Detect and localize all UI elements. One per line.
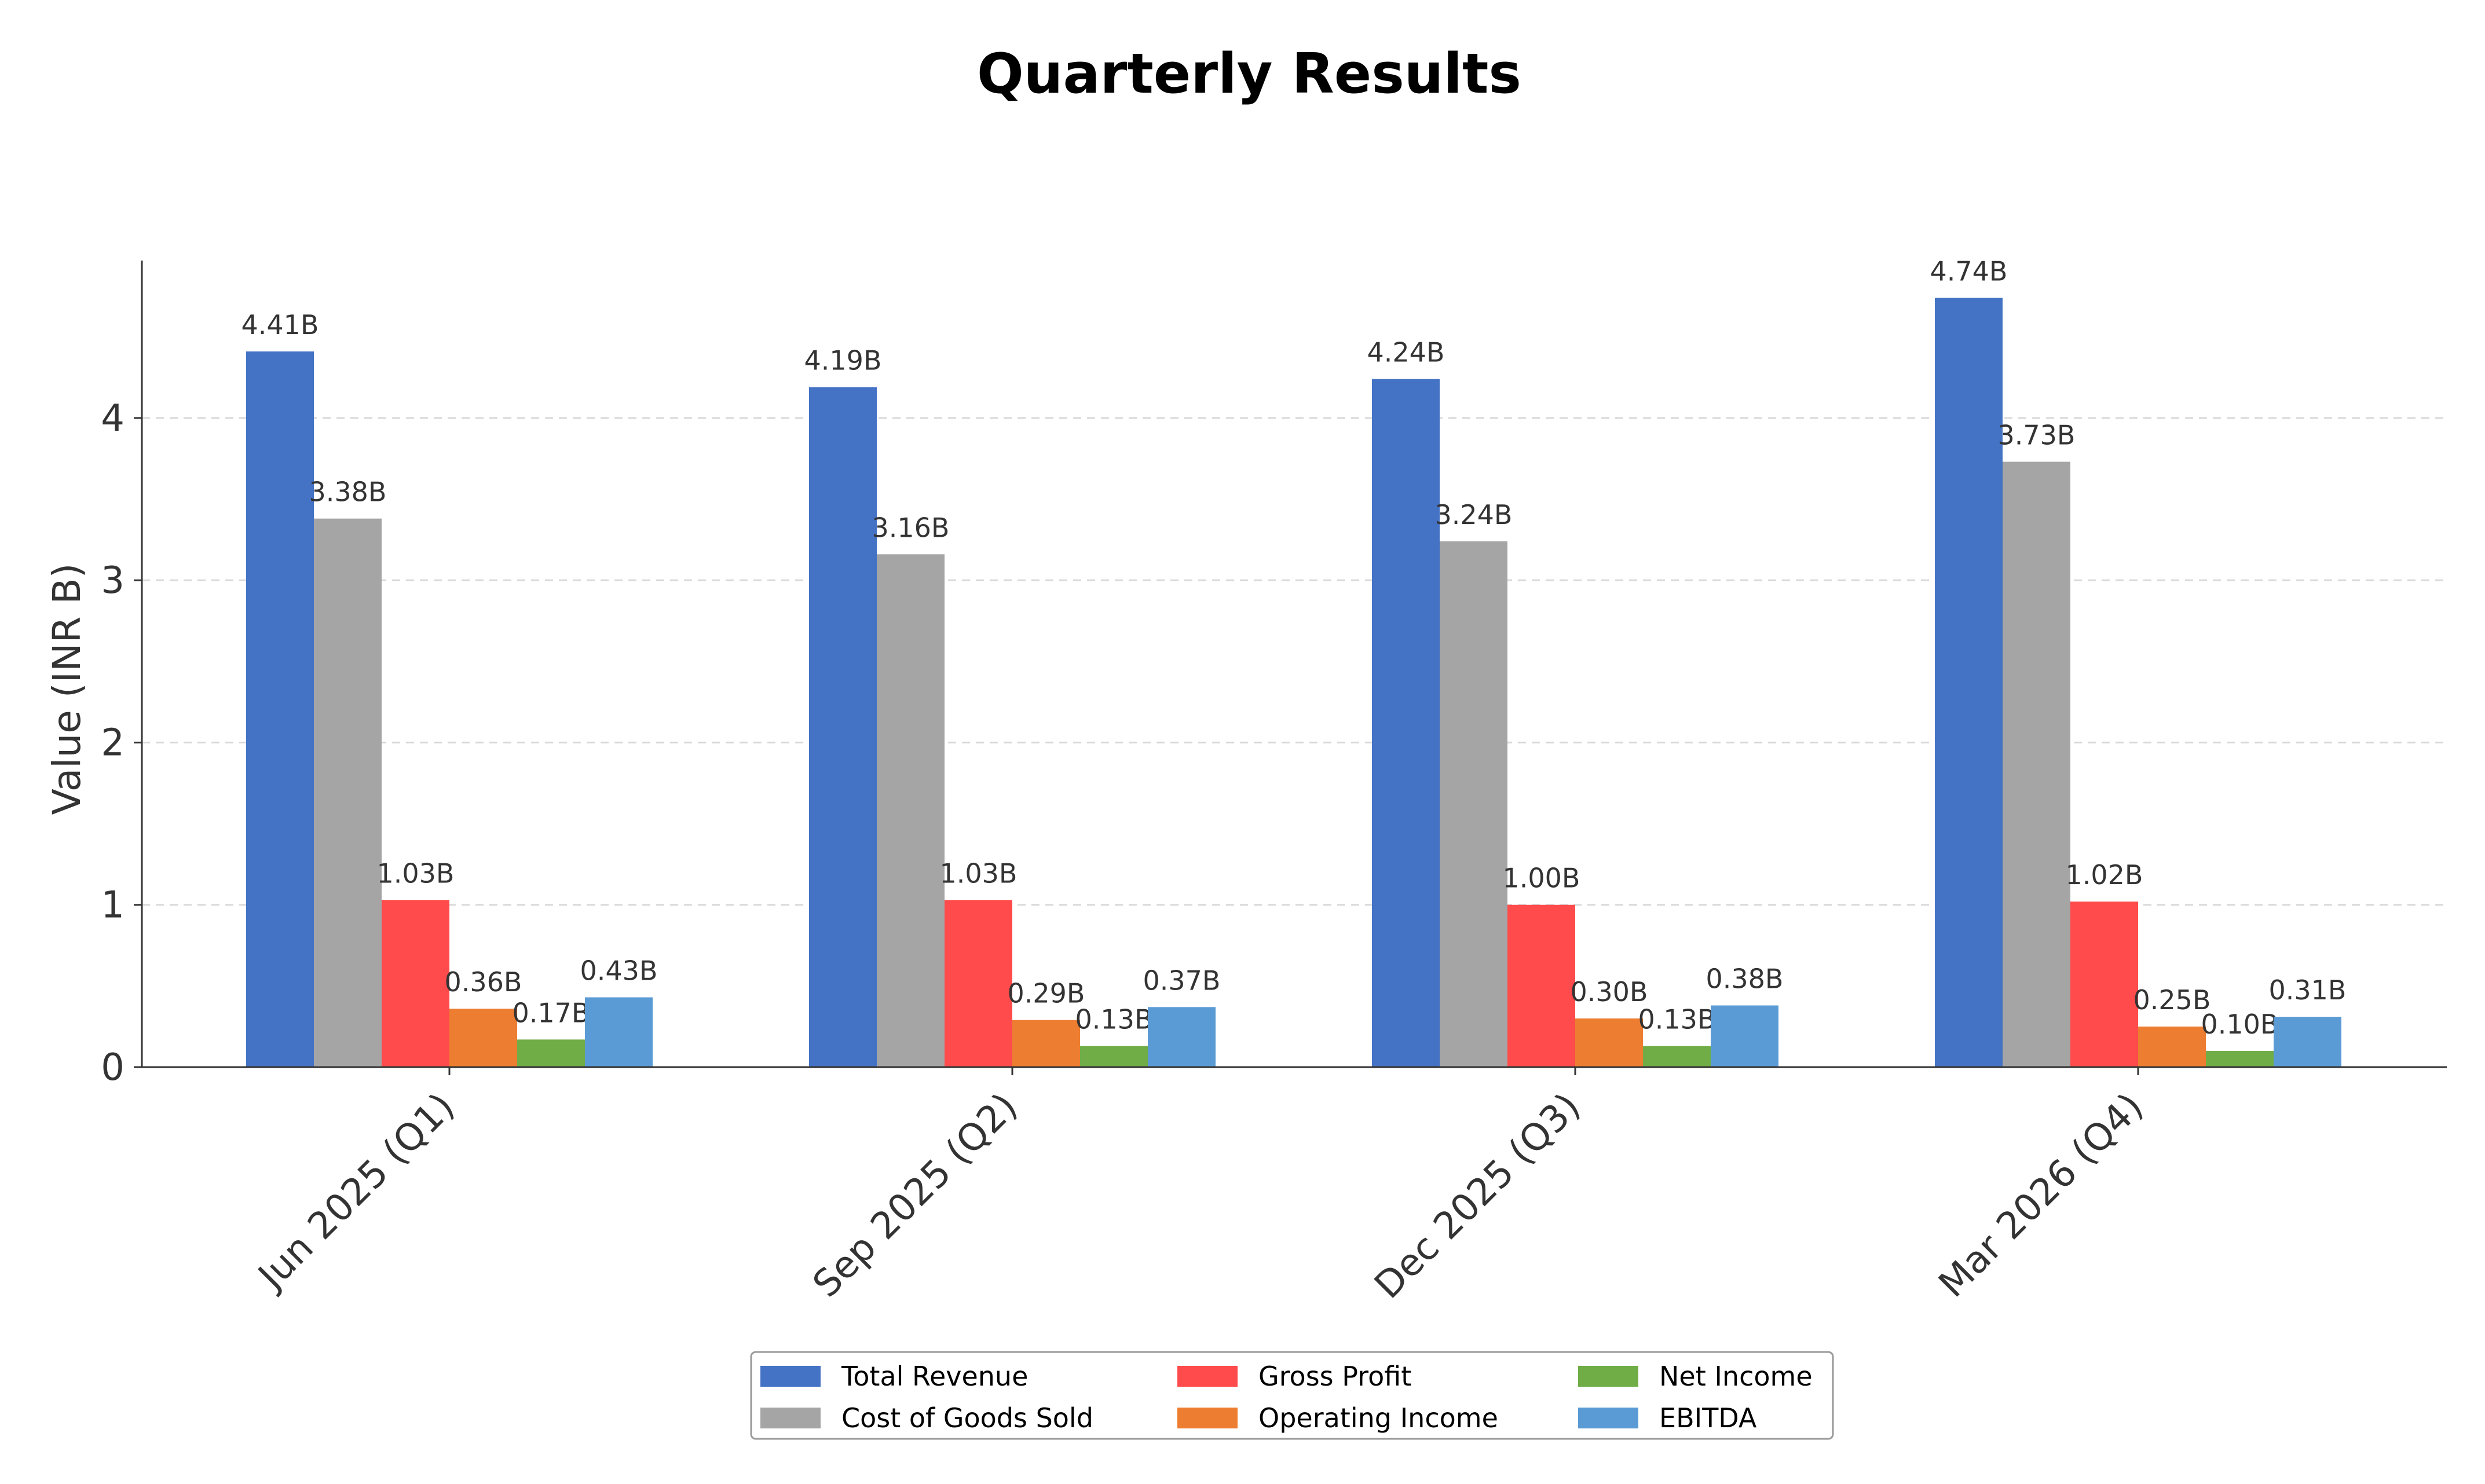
legend-swatch <box>760 1366 821 1387</box>
bar-cost-of-goods-sold <box>1440 541 1507 1067</box>
bar-net-income <box>1643 1046 1711 1067</box>
legend: Total Revenue Cost of Goods Sold Gross Pro… <box>750 1351 1834 1440</box>
legend-swatch <box>760 1408 821 1428</box>
bar-value-label: 0.17B <box>513 997 590 1028</box>
bar-value-label: 4.24B <box>1367 337 1445 368</box>
bar-ebitda <box>1711 1005 1778 1067</box>
bar-total-revenue <box>246 351 314 1067</box>
bar-operating-income <box>449 1009 517 1067</box>
bar-cost-of-goods-sold <box>877 554 945 1067</box>
bar-ebitda <box>585 997 653 1067</box>
legend-swatch <box>1177 1366 1238 1387</box>
y-axis-label: Value (INR B) <box>45 563 89 815</box>
bar-value-label: 0.13B <box>1075 1004 1153 1035</box>
bar-gross-profit <box>945 900 1012 1067</box>
bar-value-label: 0.10B <box>2201 1009 2279 1040</box>
bar-net-income <box>2206 1050 2274 1067</box>
bar-value-label: 3.73B <box>1998 420 2076 451</box>
bar-net-income <box>517 1039 585 1067</box>
bar-value-label: 0.13B <box>1638 1004 1716 1035</box>
legend-entry: Total Revenue <box>841 1361 1028 1392</box>
bar-operating-income <box>1575 1018 1643 1067</box>
bar-value-label: 0.43B <box>580 955 658 986</box>
legend-entry: Net Income <box>1659 1361 1813 1392</box>
bar-value-label: 0.25B <box>2133 984 2211 1016</box>
bar-cost-of-goods-sold <box>2003 461 2070 1067</box>
bar-value-label: 1.03B <box>940 858 1018 889</box>
bar-gross-profit <box>382 900 449 1067</box>
bar-value-label: 1.02B <box>2066 859 2143 891</box>
bar-value-label: 3.16B <box>872 512 950 543</box>
gridlines <box>142 417 2447 906</box>
bar-total-revenue <box>1372 379 1440 1067</box>
bar-value-label: 4.74B <box>1930 255 2008 287</box>
bar-value-label: 1.00B <box>1503 863 1580 894</box>
legend-entry: Gross Profit <box>1258 1361 1411 1392</box>
bar-total-revenue <box>809 387 877 1068</box>
bar-value-label: 3.38B <box>309 477 387 508</box>
legend-swatch <box>1578 1408 1638 1428</box>
chart-title: Quarterly Results <box>977 42 1521 106</box>
y-tick-label: 1 <box>101 884 125 927</box>
bar-value-label: 0.31B <box>2269 974 2347 1006</box>
y-tick-label: 3 <box>101 559 125 602</box>
x-tick-label: Mar 2026 (Q4) <box>1931 1085 2151 1306</box>
x-tick-label: Dec 2025 (Q3) <box>1367 1085 1589 1307</box>
bar-value-label: 0.37B <box>1143 965 1221 996</box>
bar-value-label: 0.29B <box>1008 978 1085 1009</box>
x-tick-label: Jun 2025 (Q1) <box>249 1085 463 1299</box>
bar-value-label: 0.38B <box>1706 963 1784 994</box>
bar-net-income <box>1080 1046 1148 1067</box>
bar-value-label: 0.30B <box>1571 976 1648 1007</box>
legend-box <box>750 1351 1834 1440</box>
bar-gross-profit <box>1507 904 1575 1067</box>
legend-entry: EBITDA <box>1659 1402 1757 1434</box>
bar-operating-income <box>2138 1026 2206 1067</box>
bar-total-revenue <box>1935 298 2003 1067</box>
bar-operating-income <box>1012 1020 1080 1067</box>
y-tick-label: 2 <box>101 721 125 764</box>
bar-value-label: 1.03B <box>377 858 455 889</box>
y-tick-label: 4 <box>101 397 125 440</box>
legend-entry: Cost of Goods Sold <box>841 1402 1093 1434</box>
bar-value-label: 3.24B <box>1435 499 1513 530</box>
bar-ebitda <box>1148 1007 1216 1067</box>
legend-entry: Operating Income <box>1258 1402 1498 1434</box>
bar-value-label: 0.36B <box>445 966 522 998</box>
legend-swatch <box>1578 1366 1638 1387</box>
y-tick-label: 0 <box>101 1046 125 1089</box>
legend-swatch <box>1177 1408 1238 1428</box>
bar-gross-profit <box>2070 902 2138 1067</box>
bar-ebitda <box>2274 1017 2341 1067</box>
bar-value-label: 4.19B <box>804 345 882 376</box>
x-tick-label: Sep 2025 (Q2) <box>805 1085 1026 1306</box>
bar-cost-of-goods-sold <box>314 518 382 1067</box>
bar-value-label: 4.41B <box>241 309 319 340</box>
